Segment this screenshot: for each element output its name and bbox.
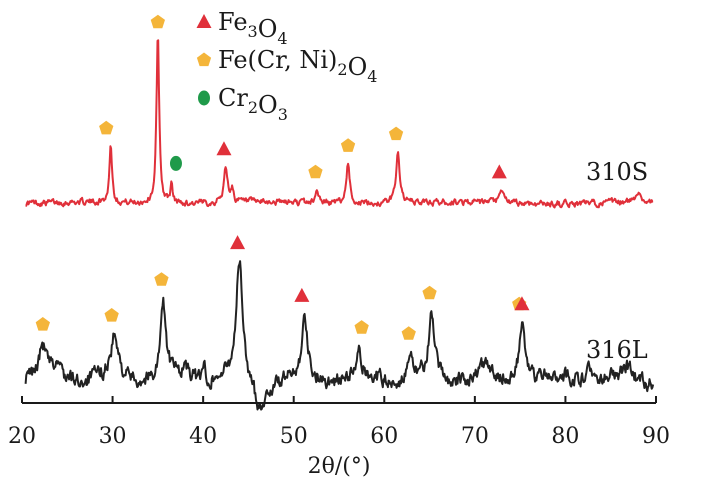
x-tick-label: 80	[551, 424, 579, 449]
x-tick-label: 70	[461, 424, 489, 449]
peak-marker-pentagon	[35, 317, 50, 331]
peak-marker-pentagon	[401, 326, 416, 340]
peak-marker-pentagon	[422, 285, 437, 300]
peak-marker-pentagon	[99, 120, 114, 135]
series-310S	[25, 14, 654, 209]
peak-marker-circle	[169, 155, 182, 171]
peak-marker-triangle	[294, 287, 310, 302]
x-tick-label: 60	[370, 424, 398, 449]
peak-marker-triangle	[216, 141, 232, 156]
x-axis-title: 2θ/(°)	[308, 454, 371, 479]
series-label-316L: 316L	[586, 336, 648, 364]
series-line-310S	[25, 39, 654, 209]
x-tick-label: 20	[8, 424, 36, 449]
peak-marker-triangle	[230, 235, 246, 250]
peak-marker-triangle	[491, 164, 507, 179]
x-axis-ticks: 20 30 40 50 60 70 80 90	[8, 396, 670, 449]
peak-marker-pentagon	[354, 320, 369, 334]
peak-marker-pentagon	[340, 138, 356, 152]
peak-marker-pentagon	[150, 14, 165, 29]
peak-marker-pentagon	[154, 272, 169, 286]
peak-marker-pentagon	[308, 164, 323, 179]
legend-label: Cr2O3	[218, 84, 288, 124]
series-316L	[24, 235, 655, 411]
series-label-310S: 310S	[586, 158, 648, 186]
x-tick-label: 90	[642, 424, 670, 449]
legend-pentagon-icon	[196, 52, 212, 67]
legend-label: Fe3O4	[218, 8, 288, 48]
x-tick-label: 40	[189, 424, 217, 449]
legend-triangle-icon	[196, 14, 212, 28]
x-tick-label: 30	[99, 424, 127, 449]
peak-marker-triangle	[514, 296, 530, 311]
legend-circle-icon	[198, 90, 210, 106]
peak-marker-pentagon	[388, 126, 404, 141]
legend-label: Fe(Cr, Ni)2O4	[218, 46, 377, 86]
series-line-316L	[24, 260, 655, 411]
x-tick-label: 50	[280, 424, 308, 449]
peak-marker-pentagon	[104, 308, 119, 322]
